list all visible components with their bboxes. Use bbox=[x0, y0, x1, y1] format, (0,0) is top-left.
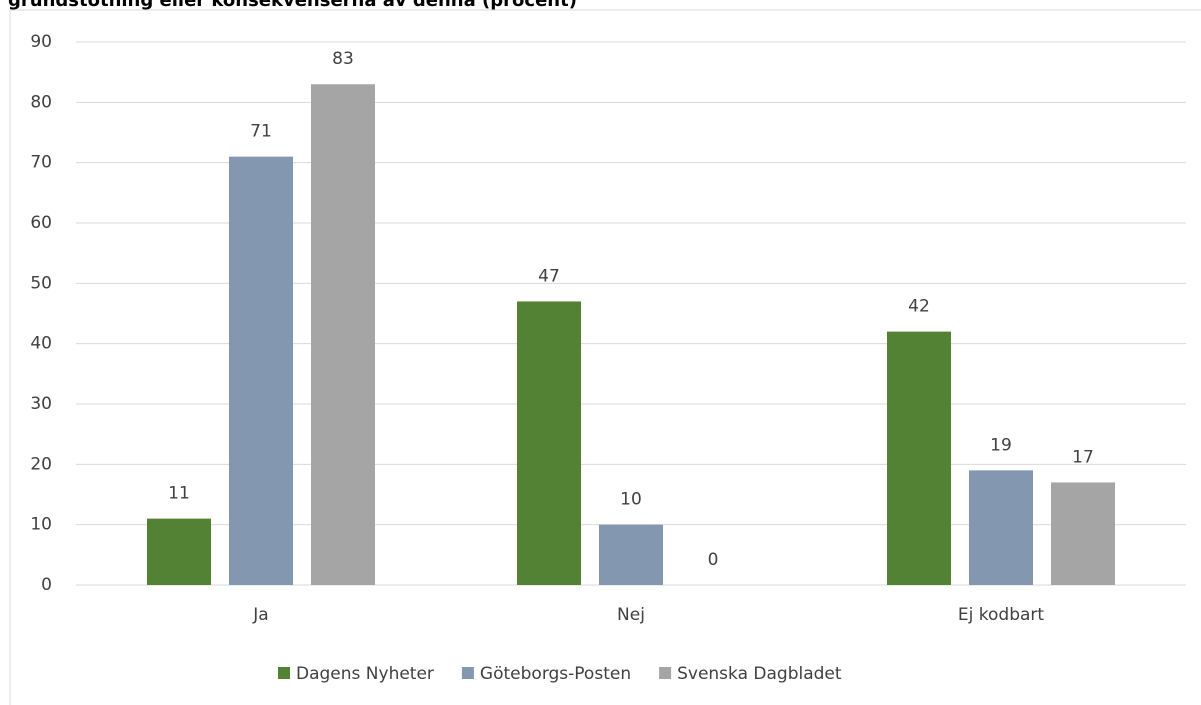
bar bbox=[229, 156, 293, 585]
legend-label: Göteborgs-Posten bbox=[480, 664, 631, 684]
x-tick-label: Ja bbox=[252, 605, 268, 625]
y-tick-label: 80 bbox=[30, 92, 52, 112]
bar bbox=[147, 518, 211, 585]
y-tick-label: 30 bbox=[30, 394, 52, 414]
data-label: 71 bbox=[250, 122, 272, 142]
bar bbox=[1051, 482, 1115, 585]
bar bbox=[969, 470, 1033, 585]
data-label: 10 bbox=[620, 490, 642, 510]
bar bbox=[517, 301, 581, 585]
legend-label: Dagens Nyheter bbox=[296, 664, 434, 684]
y-tick-label: 20 bbox=[30, 454, 52, 474]
legend-swatch bbox=[659, 667, 672, 679]
bar bbox=[599, 524, 663, 585]
y-tick-label: 40 bbox=[30, 334, 52, 354]
y-tick-label: 60 bbox=[30, 213, 52, 233]
x-tick-label: Nej bbox=[617, 605, 645, 625]
legend-label: Svenska Dagbladet bbox=[677, 664, 842, 684]
y-tick-label: 50 bbox=[30, 273, 52, 293]
data-label: 19 bbox=[990, 435, 1012, 455]
bar bbox=[887, 331, 951, 585]
chart-title: grundstötning eller konsekvenserna av de… bbox=[8, 0, 577, 11]
x-tick-label: Ej kodbart bbox=[958, 605, 1044, 625]
data-label: 47 bbox=[538, 266, 560, 286]
data-label: 83 bbox=[332, 49, 354, 69]
bar bbox=[311, 84, 375, 585]
y-tick-label: 10 bbox=[30, 515, 52, 535]
y-tick-label: 90 bbox=[30, 32, 52, 52]
y-tick-label: 70 bbox=[30, 153, 52, 173]
y-tick-label: 0 bbox=[41, 575, 52, 595]
data-label: 11 bbox=[168, 484, 190, 504]
legend-swatch bbox=[461, 667, 474, 679]
legend-swatch bbox=[278, 667, 290, 679]
data-label: 42 bbox=[908, 297, 930, 317]
data-label: 17 bbox=[1072, 447, 1094, 467]
data-label: 0 bbox=[708, 550, 719, 570]
